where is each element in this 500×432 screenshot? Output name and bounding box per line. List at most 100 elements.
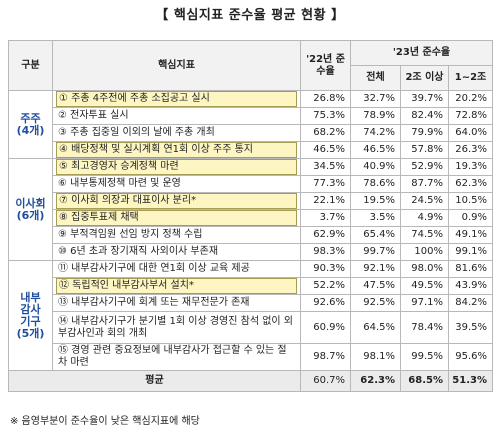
- page: 【 핵심지표 준수율 평균 현황 】 구분 핵심지표 '22년 준수율 '23년…: [0, 6, 500, 432]
- value-cell: 79.9%: [400, 124, 449, 142]
- value-cell: 57.8%: [400, 141, 449, 159]
- value-cell: 65.4%: [350, 226, 401, 244]
- value-cell: 39.5%: [448, 311, 493, 344]
- table-row: ⑫ 독립적인 내부감사부서 설치* 52.2% 47.5% 49.5% 43.9%: [9, 277, 493, 295]
- header-cell: 핵심지표: [52, 40, 301, 91]
- average-value: 51.3%: [448, 370, 493, 392]
- value-cell: 82.4%: [400, 107, 449, 125]
- group-name: 주주: [20, 111, 41, 125]
- average-value: 60.7%: [300, 370, 351, 392]
- indicator-cell: ④ 배당정책 및 실시계획 연1회 이상 주주 통지: [52, 141, 301, 159]
- value-cell: 68.2%: [300, 124, 351, 142]
- title: 【 핵심지표 준수율 평균 현황 】: [155, 8, 345, 23]
- value-cell: 98.7%: [300, 343, 351, 371]
- value-cell: 92.1%: [350, 260, 401, 278]
- indicator-cell: ⑥ 내부통제정책 마련 및 운영: [52, 175, 301, 193]
- value-cell: 32.7%: [350, 90, 401, 108]
- value-cell: 74.2%: [350, 124, 401, 142]
- footnote: ※ 음영부분이 준수율이 낮은 핵심지표에 해당: [10, 416, 200, 427]
- value-cell: 19.5%: [350, 192, 401, 210]
- indicator-label: ③ 주총 집중일 이외의 날에 주총 개최: [58, 127, 215, 138]
- indicator-cell: ⑤ 최고경영자 승계정책 마련: [52, 158, 301, 176]
- average-value: 68.5%: [400, 370, 449, 392]
- header-cell: '23년 준수율: [350, 40, 493, 66]
- value-cell: 78.4%: [400, 311, 449, 344]
- value-cell: 52.9%: [400, 158, 449, 176]
- indicator-cell: ⑧ 집중투표제 채택: [52, 209, 301, 227]
- value-cell: 78.9%: [350, 107, 401, 125]
- table-row: ⑨ 부적격임원 선임 방지 정책 수립 62.9% 65.4% 74.5% 49.1%: [9, 226, 493, 244]
- value-cell: 98.1%: [350, 343, 401, 371]
- value-cell: 46.5%: [350, 141, 401, 159]
- value-cell: 49.5%: [400, 277, 449, 295]
- header-cell: 1~2조: [448, 65, 493, 91]
- value-cell: 74.5%: [400, 226, 449, 244]
- value-cell: 78.6%: [350, 175, 401, 193]
- header-cell: 전체: [350, 65, 401, 91]
- table: 구분 핵심지표 '22년 준수율 '23년 준수율 전체 2조 이상 1~2조 …: [8, 40, 493, 392]
- value-cell: 52.2%: [300, 277, 351, 295]
- table-row: ⑩ 6년 초과 장기재직 사외이사 부존재 98.3% 99.7% 100% 99.1%: [9, 243, 493, 261]
- value-cell: 20.2%: [448, 90, 493, 108]
- value-cell: 81.6%: [448, 260, 493, 278]
- value-cell: 26.8%: [300, 90, 351, 108]
- value-cell: 60.9%: [300, 311, 351, 344]
- table-row: ② 전자투표 실시 75.3% 78.9% 82.4% 72.8%: [9, 107, 493, 125]
- value-cell: 3.7%: [300, 209, 351, 227]
- value-cell: 95.6%: [448, 343, 493, 371]
- value-cell: 62.9%: [300, 226, 351, 244]
- table-row: ⑥ 내부통제정책 마련 및 운영 77.3% 78.6% 87.7% 62.3%: [9, 175, 493, 193]
- value-cell: 47.5%: [350, 277, 401, 295]
- value-cell: 10.5%: [448, 192, 493, 210]
- value-cell: 62.3%: [448, 175, 493, 193]
- value-cell: 39.7%: [400, 90, 449, 108]
- value-cell: 99.1%: [448, 243, 493, 261]
- header-cell: '22년 준수율: [300, 40, 351, 91]
- table-body: 주주 (4개) ① 주총 4주전에 주총 소집공고 실시 26.8% 32.7% 39.7…: [8, 90, 493, 392]
- indicator-cell: ⑬ 내부감사기구에 회계 또는 재무전문가 존재: [52, 294, 301, 312]
- value-cell: 72.8%: [448, 107, 493, 125]
- indicator-label: ⑫ 독립적인 내부감사부서 설치*: [56, 278, 297, 294]
- table-row: ③ 주총 집중일 이외의 날에 주총 개최 68.2% 74.2% 79.9% 64.0…: [9, 124, 493, 142]
- indicator-cell: ⑩ 6년 초과 장기재직 사외이사 부존재: [52, 243, 301, 261]
- table-row: ⑦ 이사회 의장과 대표이사 분리* 22.1% 19.5% 24.5% 10.5%: [9, 192, 493, 210]
- value-cell: 75.3%: [300, 107, 351, 125]
- indicator-label: ⑥ 내부통제정책 마련 및 운영: [58, 178, 181, 189]
- indicator-label: ⑤ 최고경영자 승계정책 마련: [56, 159, 297, 175]
- average-row: 평균 60.7% 62.3% 68.5% 51.3%: [8, 370, 493, 392]
- indicator-label: ⑮ 경영 관련 중요정보에 내부감사가 접근할 수 있는 절차 마련: [58, 345, 287, 368]
- table-row: 내부감사기구 (5개) ⑪ 내부감사기구에 대한 연1회 이상 교육 제공 90.3%…: [8, 260, 493, 371]
- value-cell: 98.3%: [300, 243, 351, 261]
- indicator-cell: ① 주총 4주전에 주총 소집공고 실시: [52, 90, 301, 108]
- table-row: 이사회 (6개) ⑤ 최고경영자 승계정책 마련 34.5% 40.9% 52.9% 19.…: [8, 158, 493, 261]
- value-cell: 0.9%: [448, 209, 493, 227]
- indicator-cell: ⑭ 내부감사기구가 분기별 1회 이상 경영진 참석 없이 외부감사인과 회의 …: [52, 311, 301, 344]
- table-row: 주주 (4개) ① 주총 4주전에 주총 소집공고 실시 26.8% 32.7% 39.7…: [8, 90, 493, 159]
- value-cell: 26.3%: [448, 141, 493, 159]
- value-cell: 84.2%: [448, 294, 493, 312]
- table-row: ④ 배당정책 및 실시계획 연1회 이상 주주 통지 46.5% 46.5% 57.8…: [9, 141, 493, 159]
- indicator-cell: ⑨ 부적격임원 선임 방지 정책 수립: [52, 226, 301, 244]
- indicator-cell: ⑮ 경영 관련 중요정보에 내부감사가 접근할 수 있는 절차 마련: [52, 343, 301, 371]
- group-name: 내부감사기구: [20, 290, 41, 328]
- value-cell: 40.9%: [350, 158, 401, 176]
- indicator-label: ④ 배당정책 및 실시계획 연1회 이상 주주 통지: [56, 142, 297, 158]
- group-name: 이사회: [15, 196, 46, 210]
- indicator-label: ⑧ 집중투표제 채택: [56, 210, 297, 226]
- value-cell: 49.1%: [448, 226, 493, 244]
- indicator-cell: ③ 주총 집중일 이외의 날에 주총 개최: [52, 124, 301, 142]
- value-cell: 4.9%: [400, 209, 449, 227]
- indicator-cell: ② 전자투표 실시: [52, 107, 301, 125]
- group-cell: 내부감사기구 (5개): [8, 260, 53, 371]
- value-cell: 77.3%: [300, 175, 351, 193]
- indicator-label: ⑨ 부적격임원 선임 방지 정책 수립: [58, 229, 203, 240]
- group-cell: 이사회 (6개): [8, 158, 53, 261]
- group-count: (4개): [16, 123, 45, 137]
- value-cell: 99.7%: [350, 243, 401, 261]
- table-row: ⑬ 내부감사기구에 회계 또는 재무전문가 존재 92.6% 92.5% 97.1% 8…: [9, 294, 493, 312]
- table-row: ⑮ 경영 관련 중요정보에 내부감사가 접근할 수 있는 절차 마련 98.7% 9…: [9, 343, 493, 371]
- value-cell: 92.6%: [300, 294, 351, 312]
- value-cell: 46.5%: [300, 141, 351, 159]
- indicator-label: ② 전자투표 실시: [58, 110, 129, 121]
- indicator-label: ⑬ 내부감사기구에 회계 또는 재무전문가 존재: [58, 297, 250, 308]
